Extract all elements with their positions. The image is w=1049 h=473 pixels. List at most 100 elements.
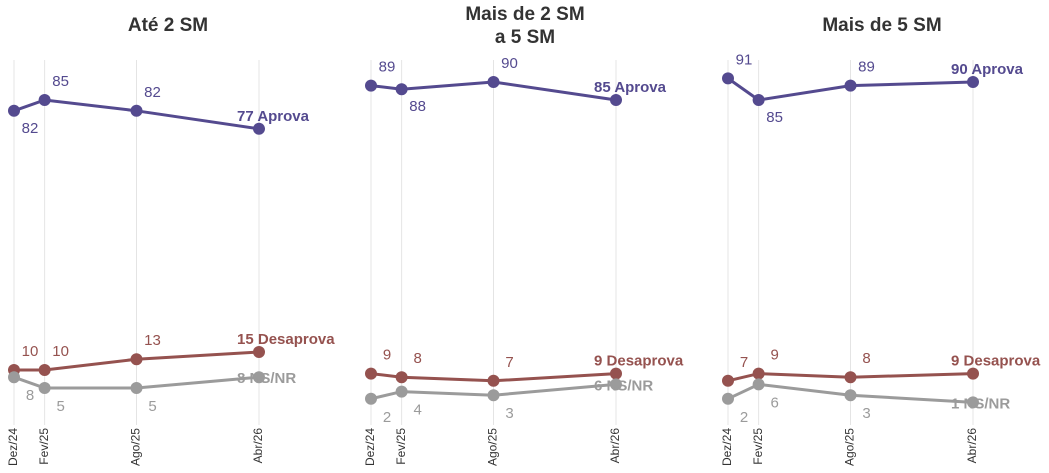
end-label: 9 Desaprova bbox=[594, 353, 684, 370]
line bbox=[13, 375, 260, 390]
x-tick-label: Ago/25 bbox=[486, 428, 500, 466]
x-tick-label: Ago/25 bbox=[129, 428, 143, 466]
point bbox=[130, 104, 143, 117]
end-label: 85 Aprova bbox=[594, 79, 667, 96]
value-label: 6 bbox=[594, 377, 602, 394]
point bbox=[130, 353, 143, 366]
x-tick-label: Dez/24 bbox=[363, 428, 377, 466]
point bbox=[844, 371, 857, 384]
value-label: 8 bbox=[862, 350, 870, 367]
x-tick-label: Abr/26 bbox=[251, 428, 265, 464]
point bbox=[365, 79, 377, 92]
point bbox=[752, 94, 765, 106]
point bbox=[38, 382, 51, 394]
point bbox=[38, 94, 51, 106]
point bbox=[8, 371, 20, 384]
value-label: 85 bbox=[594, 79, 611, 96]
value-label: 3 bbox=[862, 405, 870, 422]
point bbox=[752, 367, 765, 380]
value-label: 5 bbox=[148, 398, 156, 415]
legend-label: Aprova bbox=[257, 108, 309, 125]
value-label: 7 bbox=[740, 354, 748, 371]
value-label: 10 bbox=[52, 343, 69, 360]
end-label: 77 Aprova bbox=[237, 108, 310, 125]
point bbox=[395, 83, 408, 96]
line bbox=[14, 350, 260, 372]
point bbox=[253, 346, 265, 358]
legend-label: NS/NR bbox=[250, 370, 297, 387]
value-label: 10 bbox=[22, 343, 39, 360]
chart-title: Até 2 SM bbox=[128, 15, 208, 36]
point bbox=[130, 382, 143, 394]
value-label: 88 bbox=[409, 98, 426, 115]
x-tick-label: Abr/26 bbox=[608, 428, 622, 464]
value-label: 82 bbox=[144, 84, 161, 101]
end-label: 1 NS/NR bbox=[951, 395, 1010, 412]
value-label: 8 bbox=[237, 370, 245, 387]
x-tick-label: Fev/25 bbox=[751, 428, 765, 465]
point bbox=[967, 396, 979, 409]
value-label: 4 bbox=[413, 402, 421, 419]
value-label: 8 bbox=[26, 387, 34, 404]
legend-label: Aprova bbox=[614, 79, 666, 96]
legend-label: NS/NR bbox=[964, 395, 1011, 412]
point bbox=[722, 72, 734, 85]
value-label: 90 bbox=[501, 55, 518, 72]
point bbox=[610, 367, 622, 380]
point bbox=[487, 76, 500, 88]
value-label: 89 bbox=[858, 59, 875, 76]
point bbox=[722, 374, 734, 387]
point bbox=[610, 378, 622, 391]
point bbox=[253, 371, 265, 384]
value-label: 9 bbox=[383, 347, 391, 364]
point bbox=[722, 392, 734, 405]
point bbox=[365, 392, 377, 405]
value-label: 1 bbox=[951, 395, 959, 412]
value-label: 9 bbox=[770, 347, 778, 364]
value-label: 90 bbox=[951, 61, 968, 78]
line bbox=[13, 98, 260, 131]
value-label: 9 bbox=[951, 353, 959, 370]
value-label: 89 bbox=[379, 59, 396, 76]
value-label: 3 bbox=[505, 405, 513, 422]
value-label: 6 bbox=[770, 394, 778, 411]
x-tick-label: Dez/24 bbox=[720, 428, 734, 466]
end-label: 90 Aprova bbox=[951, 61, 1024, 78]
value-label: 8 bbox=[413, 350, 421, 367]
point bbox=[844, 389, 857, 402]
x-tick-label: Fev/25 bbox=[394, 428, 408, 465]
point bbox=[487, 374, 500, 387]
legend-label: Desaprova bbox=[964, 353, 1041, 370]
point bbox=[752, 378, 765, 391]
line bbox=[370, 80, 617, 102]
value-label: 77 bbox=[237, 108, 254, 125]
point bbox=[253, 122, 265, 135]
value-label: 85 bbox=[766, 109, 783, 126]
point bbox=[365, 367, 377, 380]
legend-label: Desaprova bbox=[607, 353, 684, 370]
point bbox=[38, 364, 51, 376]
value-label: 2 bbox=[383, 409, 391, 426]
end-label: 6 NS/NR bbox=[594, 377, 653, 394]
end-label: 8 NS/NR bbox=[237, 370, 296, 387]
x-tick-label: Fev/25 bbox=[37, 428, 51, 465]
value-label: 15 bbox=[237, 331, 254, 348]
legend-label: NS/NR bbox=[607, 377, 654, 394]
value-label: 2 bbox=[740, 409, 748, 426]
value-label: 7 bbox=[505, 354, 513, 371]
point bbox=[967, 76, 979, 88]
x-tick-label: Abr/26 bbox=[965, 428, 979, 464]
line bbox=[370, 372, 617, 383]
point bbox=[967, 367, 979, 380]
line bbox=[727, 77, 974, 102]
point bbox=[8, 104, 20, 117]
point bbox=[395, 371, 408, 384]
value-label: 13 bbox=[144, 332, 161, 349]
point bbox=[395, 385, 408, 398]
value-label: 91 bbox=[736, 51, 753, 68]
point bbox=[487, 389, 500, 402]
chart-title: Mais de 5 SM bbox=[822, 15, 941, 36]
